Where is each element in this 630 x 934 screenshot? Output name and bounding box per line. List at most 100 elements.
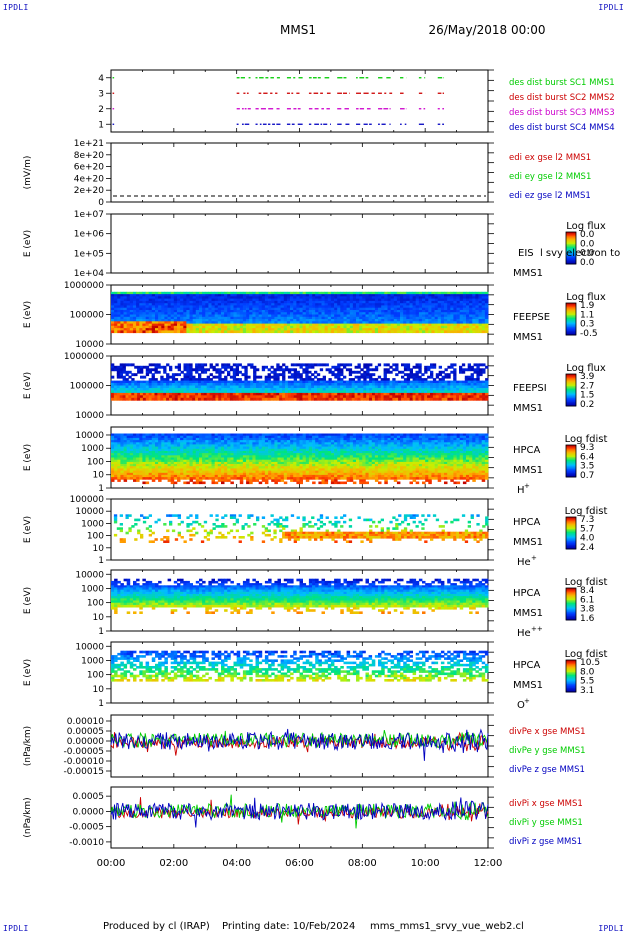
spectrogram-cell [412, 310, 417, 313]
spectrogram-cell [239, 330, 244, 334]
spectrogram-cell [322, 383, 326, 386]
spectrogram-cell [384, 300, 388, 304]
spectrogram-cell [192, 378, 196, 381]
spectrogram-cell [432, 395, 437, 399]
spectrogram-cell [479, 373, 483, 377]
spectrogram-cell [151, 466, 156, 469]
spectrogram-cell [189, 296, 193, 299]
spectrogram-cell [249, 325, 253, 329]
spectrogram-cell [368, 307, 373, 311]
spectrogram-cell [302, 370, 306, 374]
spectrogram-cell [424, 368, 428, 372]
spectrogram-cell [174, 365, 179, 369]
spectrogram-cell [139, 433, 143, 437]
spectrogram-cell [327, 298, 332, 302]
spectrogram-cell [478, 310, 483, 313]
spectrogram-cell [199, 310, 203, 313]
spectrogram-cell [235, 385, 239, 389]
spectrogram-cell [126, 312, 131, 315]
spectrogram-cell [161, 325, 165, 329]
spectrogram-cell [236, 307, 241, 311]
spectrogram-cell [122, 378, 126, 381]
spectrogram-cell [374, 392, 379, 396]
spectrogram-cell [242, 321, 247, 324]
colorbar-swatch [566, 380, 576, 383]
spectrogram-cell [158, 323, 162, 327]
spectrogram-cell [276, 390, 280, 394]
colorbar-tick-label: 1.5 [580, 391, 594, 401]
spectrogram-cell [343, 305, 347, 309]
spectrogram-cell [158, 300, 162, 304]
spectrogram-cell [398, 397, 402, 401]
spectrogram-cell [393, 303, 398, 306]
spectrogram-cell [322, 388, 326, 391]
spectrogram-cell [324, 321, 329, 324]
spectrogram-cell [211, 328, 215, 331]
spectrogram-cell [227, 314, 231, 318]
spectrogram-cell [360, 373, 364, 377]
spectrogram-cell [177, 321, 181, 324]
spectrogram-cell [293, 303, 297, 306]
spectrogram-cell [224, 363, 228, 367]
spectrogram-cell [330, 321, 335, 324]
spectrogram-cell [387, 296, 391, 299]
spectrogram-cell [354, 365, 358, 369]
spectrogram-cell [387, 294, 391, 297]
spectrogram-cell [192, 319, 197, 322]
spectrogram-cell [261, 319, 266, 322]
spectrogram-cell [360, 380, 364, 384]
spectrogram-cell [166, 388, 170, 391]
spectrogram-cell [434, 300, 439, 304]
spectrogram-cell [366, 385, 370, 389]
spectrogram-cell [453, 325, 457, 329]
spectrogram-cell [343, 300, 347, 304]
colorbar-swatch [566, 386, 576, 388]
spectrogram-cell [406, 316, 410, 320]
spectrogram-cell [475, 303, 479, 306]
spectrogram-cell [475, 310, 479, 313]
y-axis-label: E (eV) [23, 372, 33, 399]
spectrogram-cell [170, 451, 175, 454]
spectrogram-cell [242, 296, 247, 299]
spectrogram-cell [406, 325, 410, 329]
spectrogram-cell [351, 378, 355, 381]
spectrogram-cell [195, 323, 200, 327]
spectrogram-cell [116, 375, 121, 379]
spectrogram-cell [481, 312, 486, 315]
spectrogram-cell [229, 383, 234, 386]
spectrogram-cell [170, 435, 175, 439]
spectrogram-cell [177, 291, 181, 295]
spectrogram-cell [453, 395, 457, 399]
spectrogram-cell [403, 312, 407, 315]
spectrogram-cell [412, 388, 416, 391]
spectrogram-cell [129, 461, 134, 465]
spectrogram-cell [356, 319, 360, 322]
spectrogram-cell [136, 474, 140, 478]
spectrogram-cell [177, 314, 181, 318]
spectrogram-cell [129, 291, 134, 295]
spectrogram-cell [161, 442, 165, 445]
spectrogram-cell [299, 330, 303, 334]
spectrogram-cell [444, 397, 448, 401]
spectrogram-cell [431, 316, 435, 320]
spectrogram-cell [215, 375, 219, 379]
spectrogram-cell [128, 380, 132, 384]
spectrogram-cell [186, 472, 190, 476]
spectrogram-cell [122, 390, 126, 394]
spectrogram-cell [217, 305, 222, 309]
spectrogram-cell [403, 325, 407, 329]
spectrogram-cell [264, 307, 269, 311]
spectrogram-cell [415, 300, 420, 304]
spectrogram-cell [453, 392, 457, 396]
spectrogram-cell [305, 298, 310, 302]
spectrogram-cell [277, 307, 281, 311]
spectrogram-cell [261, 305, 266, 309]
spectrogram-cell [264, 300, 269, 304]
spectrogram-cell [206, 375, 210, 379]
spectrogram-cell [319, 392, 324, 396]
spectrogram-cell [482, 388, 486, 391]
spectrogram-cell [293, 314, 297, 318]
spectrogram-cell [461, 380, 466, 384]
spectrogram-cell [180, 461, 184, 465]
spectrogram [111, 291, 489, 334]
